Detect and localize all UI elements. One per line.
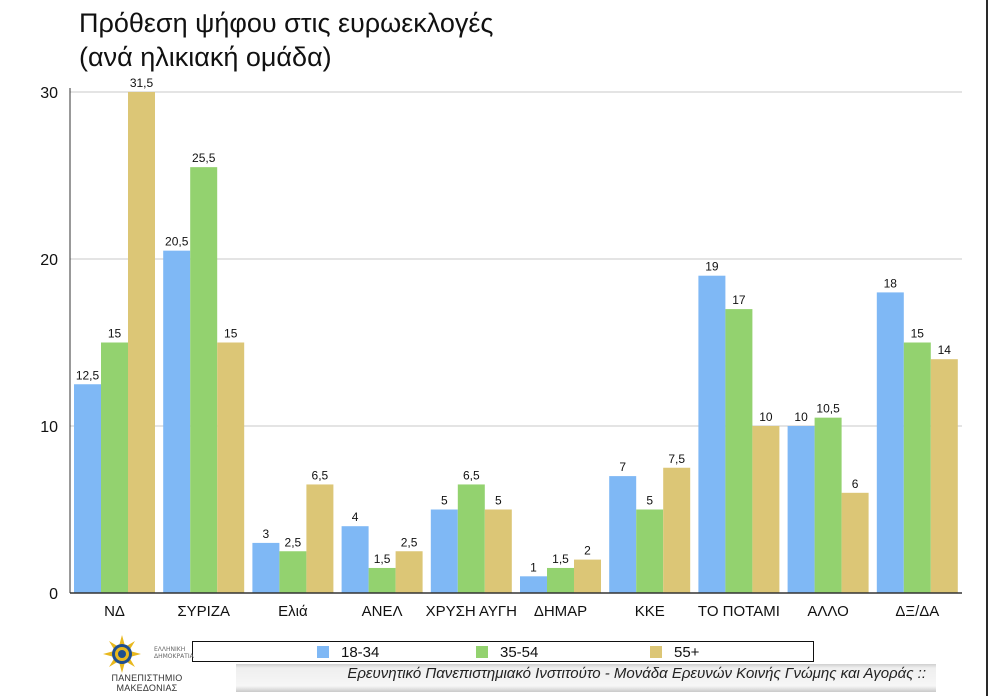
data-label-55+-5: 2 xyxy=(584,544,591,558)
bar-55+-8 xyxy=(841,492,869,593)
legend-swatch-35-54 xyxy=(476,646,488,658)
legend-label-18-34: 18-34 xyxy=(341,643,380,661)
data-label-55+-8: 6 xyxy=(852,477,859,491)
data-label-55+-0: 31,5 xyxy=(130,76,154,90)
data-label-55+-9: 14 xyxy=(938,343,952,357)
data-label-35-54-8: 10,5 xyxy=(816,402,840,416)
data-label-18-34-0: 12,5 xyxy=(76,368,100,382)
data-label-55+-6: 7,5 xyxy=(668,452,685,466)
bar-55+-2 xyxy=(306,484,334,593)
bar-55+-9 xyxy=(930,359,958,593)
legend-label-35-54: 35-54 xyxy=(500,643,539,661)
y-tick-label-20: 20 xyxy=(40,252,58,269)
logo-small-line1: ΕΛΛΗΝΙΚΗ xyxy=(154,646,185,653)
y-tick-label-10: 10 xyxy=(40,419,58,436)
data-label-35-54-9: 15 xyxy=(911,327,925,341)
x-tick-label-5: ΔΗΜΑΡ xyxy=(534,603,587,620)
bar-55+-4 xyxy=(484,509,512,593)
data-label-35-54-2: 2,5 xyxy=(285,535,302,549)
bar-55+-3 xyxy=(395,551,423,593)
x-tick-label-4: ΧΡΥΣΗ ΑΥΓΗ xyxy=(426,603,517,620)
data-label-35-54-4: 6,5 xyxy=(463,468,480,482)
bar-35-54-0 xyxy=(101,342,128,593)
bar-18-34-0 xyxy=(74,384,101,593)
footer-band xyxy=(236,664,936,692)
data-label-18-34-6: 7 xyxy=(619,460,626,474)
y-tick-label-30: 30 xyxy=(40,85,58,102)
bar-18-34-1 xyxy=(163,250,191,593)
bar-35-54-2 xyxy=(279,551,307,593)
data-label-35-54-1: 25,5 xyxy=(192,151,216,165)
bar-55+-6 xyxy=(663,467,691,593)
bar-18-34-9 xyxy=(876,292,904,593)
chart-title: Πρόθεση ψήφου στις ευρωεκλογές (ανά ηλικ… xyxy=(79,8,494,72)
data-label-55+-3: 2,5 xyxy=(401,535,418,549)
bar-35-54-9 xyxy=(903,342,931,593)
logo-text: ΠΑΝΕΠΙΣΤΗΜΙΟ ΜΑΚΕΔΟΝΙΑΣ xyxy=(92,673,202,693)
legend-swatch-55-plus xyxy=(650,646,662,658)
bar-35-54-3 xyxy=(368,567,396,593)
x-tick-label-2: Ελιά xyxy=(278,603,308,620)
x-tick-label-6: ΚΚΕ xyxy=(635,603,665,620)
bar-18-34-3 xyxy=(341,526,369,593)
bar-55+-5 xyxy=(574,559,601,593)
data-label-18-34-8: 10 xyxy=(794,410,808,424)
bar-35-54-5 xyxy=(547,567,574,593)
bar-55+-0 xyxy=(128,92,155,593)
data-label-55+-4: 5 xyxy=(495,494,502,508)
bar-35-54-8 xyxy=(814,417,842,593)
bar-18-34-8 xyxy=(787,426,815,593)
data-label-18-34-1: 20,5 xyxy=(165,235,189,249)
data-label-35-54-7: 17 xyxy=(732,293,746,307)
bar-35-54-7 xyxy=(725,309,753,593)
logo-line2: ΜΑΚΕΔΟΝΙΑΣ xyxy=(116,683,178,693)
data-label-35-54-0: 15 xyxy=(108,327,122,341)
university-logo: ΕΛΛΗΝΙΚΗ ΔΗΜΟΚΡΑΤΙΑ ΠΑΝΕΠΙΣΤΗΜΙΟ ΜΑΚΕΔΟΝ… xyxy=(92,634,202,696)
bar-18-34-6 xyxy=(609,476,637,593)
bar-18-34-4 xyxy=(430,509,458,593)
y-tick-label-0: 0 xyxy=(49,586,58,603)
data-label-18-34-3: 4 xyxy=(352,510,359,524)
legend-swatch-18-34 xyxy=(317,646,329,658)
legend-item-55-plus: 55+ xyxy=(650,643,700,661)
x-tick-label-1: ΣΥΡΙΖΑ xyxy=(177,603,230,620)
bar-35-54-6 xyxy=(636,509,664,593)
logo-small-line2: ΔΗΜΟΚΡΑΤΙΑ xyxy=(154,653,195,660)
x-tick-label-7: ΤΟ ΠΟΤΑΜΙ xyxy=(698,603,780,620)
data-label-18-34-4: 5 xyxy=(441,494,448,508)
logo-emblem-icon: ΕΛΛΗΝΙΚΗ ΔΗΜΟΚΡΑΤΙΑ xyxy=(103,635,195,673)
bar-55+-7 xyxy=(752,426,780,593)
data-label-18-34-5: 1 xyxy=(530,560,537,574)
data-label-55+-2: 6,5 xyxy=(312,468,329,482)
data-label-18-34-2: 3 xyxy=(263,527,270,541)
x-tick-label-3: ΑΝΕΛ xyxy=(362,603,403,620)
legend-item-35-54: 35-54 xyxy=(476,643,539,661)
data-label-55+-7: 10 xyxy=(759,410,773,424)
x-tick-label-0: ΝΔ xyxy=(104,603,125,620)
x-tick-label-8: ΑΛΛΟ xyxy=(807,603,848,620)
data-label-35-54-5: 1,5 xyxy=(552,552,569,566)
footer-credit: Ερευνητικό Πανεπιστημιακό Ινστιτούτο - Μ… xyxy=(347,665,926,682)
bar-18-34-2 xyxy=(252,542,280,593)
bar-55+-1 xyxy=(217,342,245,593)
data-label-18-34-9: 18 xyxy=(884,276,898,290)
data-label-35-54-3: 1,5 xyxy=(374,552,391,566)
data-label-55+-1: 15 xyxy=(224,327,238,341)
legend-item-18-34: 18-34 xyxy=(317,643,380,661)
x-tick-label-9: ΔΞ/ΔΑ xyxy=(895,603,939,620)
logo-line1: ΠΑΝΕΠΙΣΤΗΜΙΟ xyxy=(111,673,183,683)
bar-18-34-5 xyxy=(520,576,547,593)
data-label-18-34-7: 19 xyxy=(705,260,719,274)
legend: 18-34 35-54 55+ xyxy=(192,641,814,662)
bar-35-54-4 xyxy=(457,484,485,593)
legend-label-55-plus: 55+ xyxy=(674,643,700,661)
bar-35-54-1 xyxy=(190,167,218,593)
data-label-35-54-6: 5 xyxy=(646,494,653,508)
bar-18-34-7 xyxy=(698,275,726,593)
